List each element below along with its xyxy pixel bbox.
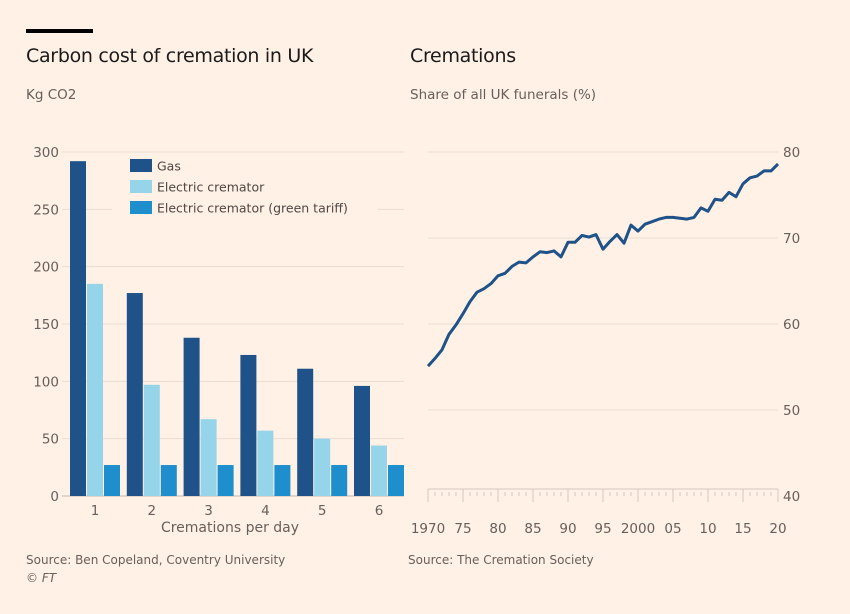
bar-gas-1 xyxy=(70,161,86,496)
left-x-tick-label: 4 xyxy=(261,503,270,519)
bar-electric-cremator-6 xyxy=(371,445,387,496)
legend-label: Electric cremator (green tariff) xyxy=(157,201,348,216)
right-x-tick-labels: 1970 75 80 85 90 95 2000 05 10 15 20 xyxy=(411,521,787,537)
left-y-tick-label: 200 xyxy=(33,260,59,276)
ft-top-rule xyxy=(26,29,93,33)
left-x-tick-label: 5 xyxy=(318,503,327,519)
right-x-tick-label: 85 xyxy=(524,521,541,537)
left-x-tick-label: 3 xyxy=(204,503,213,519)
left-y-tick-label: 0 xyxy=(50,489,59,505)
bar-electric-cremator-2 xyxy=(143,384,160,496)
bar-electric-cremator-green-tariff-1 xyxy=(104,465,120,496)
left-x-axis-label: Cremations per day xyxy=(161,520,299,536)
bar-gas-5 xyxy=(297,368,314,496)
left-bars xyxy=(70,161,404,496)
left-y-tick-label: 150 xyxy=(33,317,59,333)
right-chart-title: Cremations xyxy=(410,45,516,67)
right-x-tick-label: 75 xyxy=(454,521,471,537)
right-y-tick-label: 70 xyxy=(783,231,800,247)
right-x-tick-label: 10 xyxy=(699,521,716,537)
left-x-tick-label: 2 xyxy=(148,503,157,519)
right-x-axis xyxy=(427,488,779,502)
bar-gas-4 xyxy=(240,354,257,496)
ft-copyright: © FT xyxy=(26,571,57,585)
bar-electric-cremator-green-tariff-2 xyxy=(160,465,177,496)
cremation-share-line xyxy=(426,162,780,368)
left-y-tick-label: 250 xyxy=(33,202,59,218)
bar-gas-3 xyxy=(183,337,200,496)
right-x-tick-label: 90 xyxy=(559,521,576,537)
right-x-tick-label: 80 xyxy=(489,521,506,537)
left-y-tick-label: 300 xyxy=(33,145,59,161)
right-y-tick-label: 50 xyxy=(783,403,800,419)
bar-gas-6 xyxy=(354,385,370,496)
left-x-tick-label: 1 xyxy=(91,503,100,519)
right-x-tick-label: 2000 xyxy=(621,521,655,537)
right-y-tick-label: 40 xyxy=(783,489,800,505)
bar-electric-cremator-green-tariff-6 xyxy=(388,465,404,496)
right-chart-source: Source: The Cremation Society xyxy=(408,553,594,567)
bar-electric-cremator-3 xyxy=(200,419,217,496)
bar-electric-cremator-5 xyxy=(314,438,331,496)
right-y-tick-labels: 40 50 60 70 80 xyxy=(783,145,800,505)
legend-swatch-0 xyxy=(130,159,152,172)
left-chart-title: Carbon cost of cremation in UK xyxy=(26,45,314,67)
left-y-tick-label: 50 xyxy=(42,432,59,448)
right-x-tick-label: 05 xyxy=(664,521,681,537)
left-x-tick-labels: 1 2 3 4 5 6 xyxy=(91,503,384,519)
right-y-tick-label: 80 xyxy=(783,145,800,161)
bar-electric-cremator-green-tariff-3 xyxy=(217,465,234,496)
left-chart-source: Source: Ben Copeland, Coventry Universit… xyxy=(26,553,286,567)
left-y-tick-label: 100 xyxy=(33,374,59,390)
legend-swatch-2 xyxy=(130,201,152,214)
right-x-tick-label: 1970 xyxy=(411,521,445,537)
bar-gas-2 xyxy=(126,293,143,496)
left-chart-subtitle: Kg CO2 xyxy=(26,87,77,103)
legend-label: Gas xyxy=(157,159,181,174)
left-gridlines xyxy=(62,151,404,497)
legend-label: Electric cremator xyxy=(157,180,265,195)
right-chart-subtitle: Share of all UK funerals (%) xyxy=(410,87,597,103)
left-y-tick-labels: 0 50 100 150 200 250 300 xyxy=(33,145,59,505)
legend: Gas Electric cremator Electric cremator (g… xyxy=(130,159,348,216)
bar-electric-cremator-green-tariff-4 xyxy=(274,465,291,496)
left-x-tick-label: 6 xyxy=(375,503,384,519)
bar-electric-cremator-1 xyxy=(87,283,103,496)
right-x-tick-label: 15 xyxy=(734,521,751,537)
bar-electric-cremator-green-tariff-5 xyxy=(331,465,348,496)
right-x-tick-label: 20 xyxy=(769,521,786,537)
right-x-tick-label: 95 xyxy=(594,521,611,537)
legend-swatch-1 xyxy=(130,180,152,193)
right-y-tick-label: 60 xyxy=(783,317,800,333)
bar-electric-cremator-4 xyxy=(257,430,274,496)
right-gridlines xyxy=(428,151,778,411)
